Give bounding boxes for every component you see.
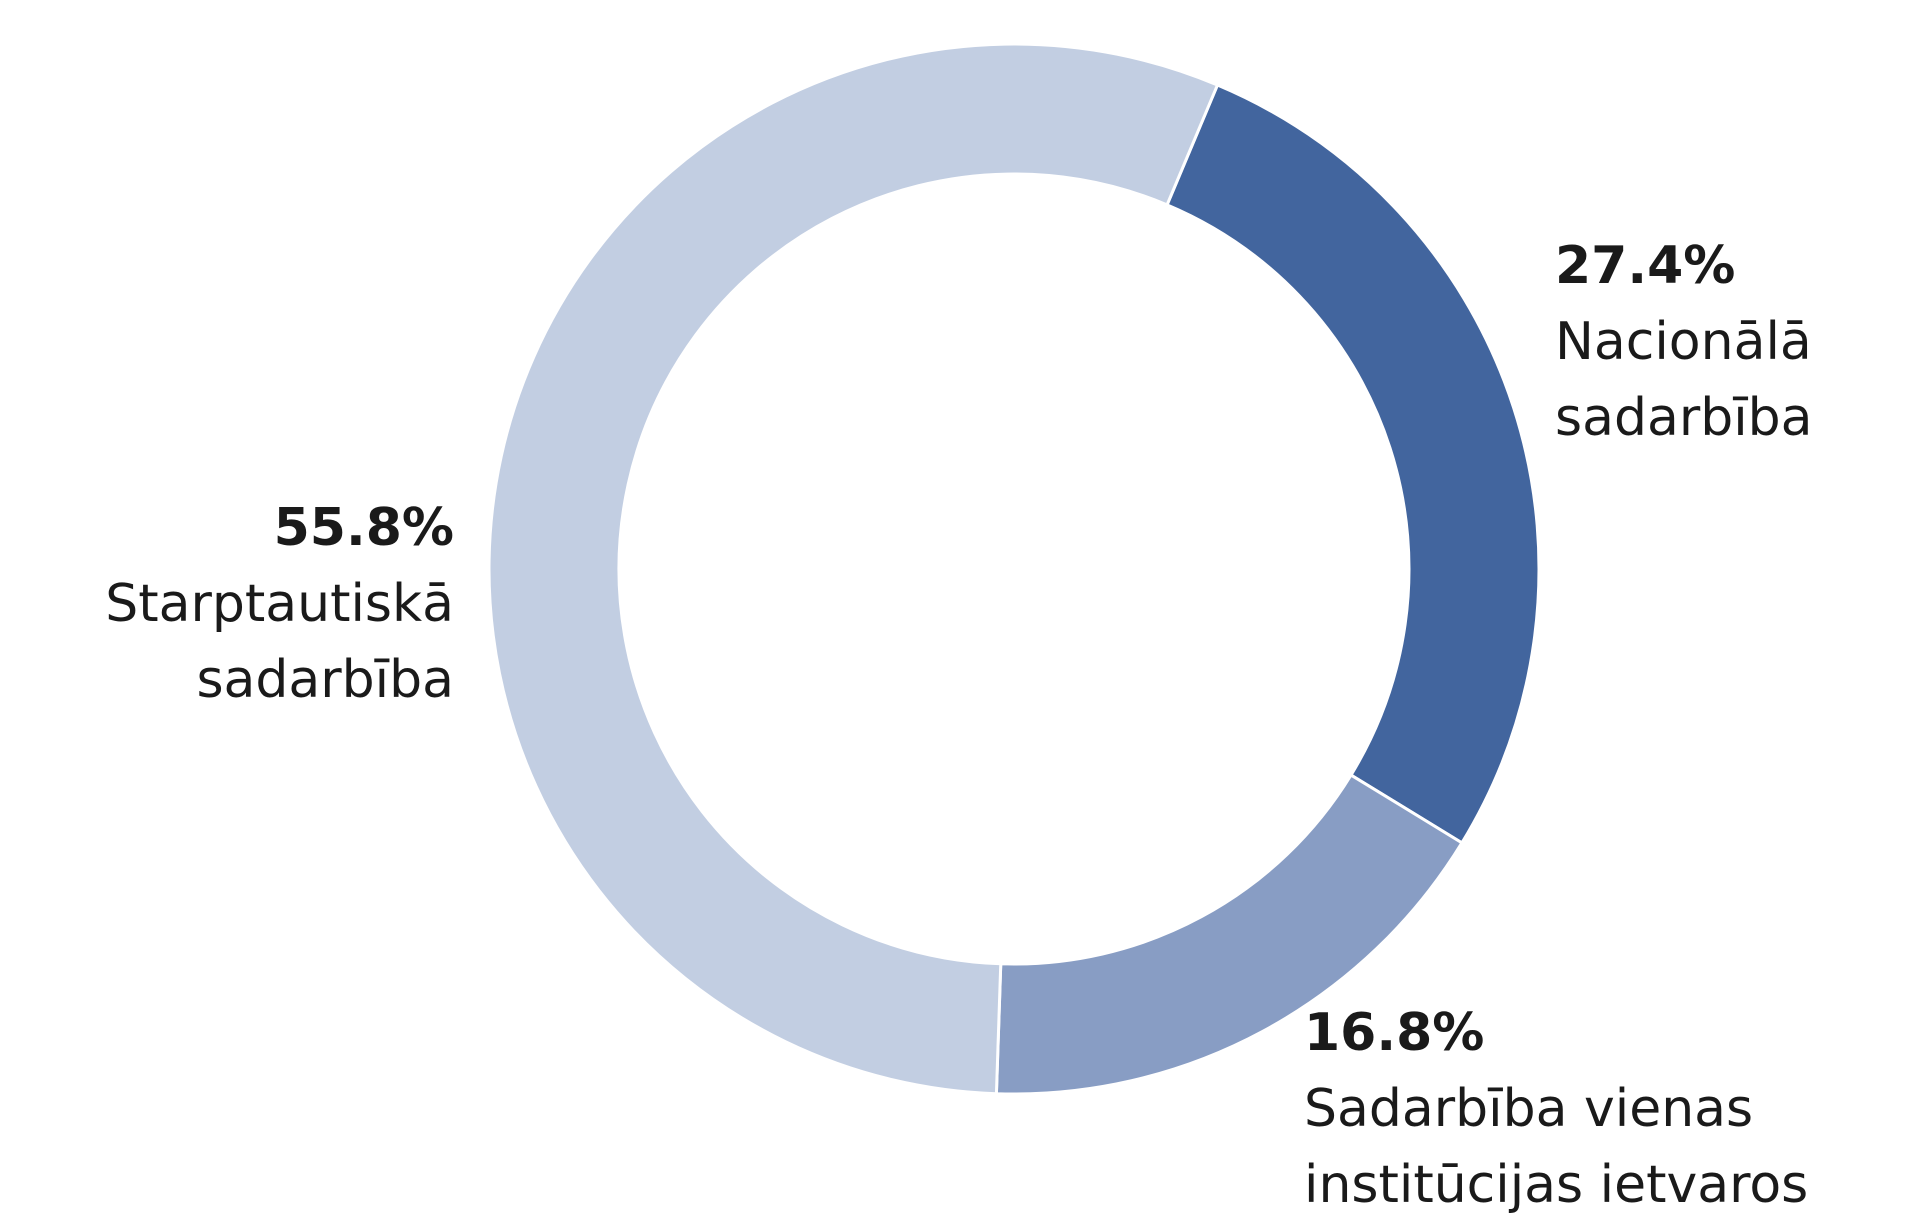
slice-label: 27.4% Nacionālā sadarbība	[1555, 228, 1813, 456]
slice-label: 55.8% Starptautiskā sadarbība	[105, 490, 454, 718]
value-label: 16.8%	[1304, 1003, 1485, 1063]
category-label: Sadarbība vienas institūcijas ietvaros	[1304, 1079, 1809, 1215]
category-label: Starptautiskā sadarbība	[105, 574, 454, 710]
donut-slice	[487, 42, 1220, 1096]
value-label: 55.8%	[273, 498, 454, 558]
donut-slice	[1165, 83, 1541, 845]
value-label: 27.4%	[1555, 236, 1736, 296]
category-label: Nacionālā sadarbība	[1555, 312, 1813, 448]
slice-label: 16.8% Sadarbība vienas institūcijas ietv…	[1304, 995, 1808, 1223]
